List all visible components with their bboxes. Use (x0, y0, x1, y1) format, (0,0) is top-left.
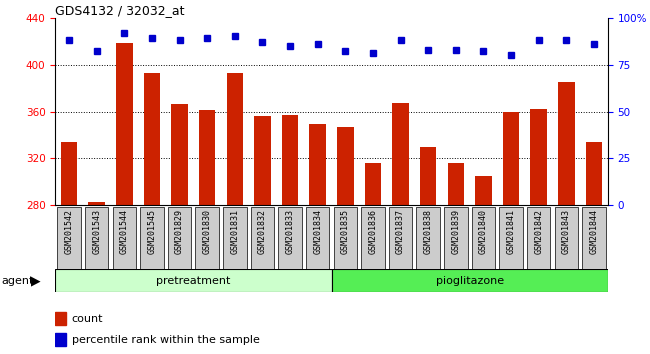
Bar (309, 124, 326, 205)
Text: pretreatment: pretreatment (156, 275, 231, 286)
FancyBboxPatch shape (55, 269, 332, 292)
FancyBboxPatch shape (389, 207, 412, 269)
FancyBboxPatch shape (417, 207, 440, 269)
Bar (172, 104, 188, 205)
Bar (558, 82, 575, 205)
Bar (586, 142, 602, 205)
FancyBboxPatch shape (223, 207, 246, 269)
Text: GSM201834: GSM201834 (313, 209, 322, 254)
Bar (420, 147, 437, 205)
FancyBboxPatch shape (333, 207, 357, 269)
Text: GSM201829: GSM201829 (175, 209, 184, 254)
Bar (337, 127, 354, 205)
Bar (447, 163, 464, 205)
Text: GSM201543: GSM201543 (92, 209, 101, 254)
Text: GSM201844: GSM201844 (590, 209, 599, 254)
FancyBboxPatch shape (472, 207, 495, 269)
Bar (144, 73, 161, 205)
FancyBboxPatch shape (57, 207, 81, 269)
Text: GSM201842: GSM201842 (534, 209, 543, 254)
Text: GSM201836: GSM201836 (369, 209, 378, 254)
FancyBboxPatch shape (140, 207, 164, 269)
FancyBboxPatch shape (278, 207, 302, 269)
Text: percentile rank within the sample: percentile rank within the sample (72, 335, 260, 345)
Bar (227, 73, 243, 205)
Bar (61, 142, 77, 205)
Bar (199, 110, 216, 205)
FancyBboxPatch shape (251, 207, 274, 269)
Text: agent: agent (1, 275, 34, 286)
Text: GSM201843: GSM201843 (562, 209, 571, 254)
Bar (281, 115, 298, 205)
FancyBboxPatch shape (112, 207, 136, 269)
FancyBboxPatch shape (582, 207, 606, 269)
Text: GSM201831: GSM201831 (230, 209, 239, 254)
Text: GSM201830: GSM201830 (203, 209, 212, 254)
Bar (55, 333, 66, 346)
FancyBboxPatch shape (168, 207, 191, 269)
FancyBboxPatch shape (85, 207, 109, 269)
Text: GDS4132 / 32032_at: GDS4132 / 32032_at (55, 4, 185, 17)
Text: GSM201841: GSM201841 (506, 209, 515, 254)
Text: ▶: ▶ (31, 274, 41, 287)
Bar (530, 109, 547, 205)
Text: pioglitazone: pioglitazone (436, 275, 504, 286)
Text: GSM201544: GSM201544 (120, 209, 129, 254)
Text: GSM201839: GSM201839 (451, 209, 460, 254)
FancyBboxPatch shape (306, 207, 330, 269)
Text: GSM201833: GSM201833 (285, 209, 294, 254)
Text: GSM201835: GSM201835 (341, 209, 350, 254)
Text: GSM201832: GSM201832 (258, 209, 267, 254)
Text: count: count (72, 314, 103, 324)
Bar (392, 103, 409, 205)
Text: GSM201840: GSM201840 (479, 209, 488, 254)
FancyBboxPatch shape (196, 207, 219, 269)
FancyBboxPatch shape (444, 207, 467, 269)
Text: GSM201542: GSM201542 (64, 209, 73, 254)
Bar (55, 312, 66, 325)
FancyBboxPatch shape (361, 207, 385, 269)
Text: GSM201838: GSM201838 (424, 209, 433, 254)
Bar (475, 176, 491, 205)
FancyBboxPatch shape (554, 207, 578, 269)
FancyBboxPatch shape (499, 207, 523, 269)
Bar (503, 112, 519, 205)
Bar (116, 44, 133, 205)
FancyBboxPatch shape (332, 269, 608, 292)
Text: GSM201837: GSM201837 (396, 209, 405, 254)
FancyBboxPatch shape (527, 207, 551, 269)
Bar (88, 202, 105, 205)
Text: GSM201545: GSM201545 (148, 209, 157, 254)
Bar (254, 116, 271, 205)
Bar (365, 163, 381, 205)
